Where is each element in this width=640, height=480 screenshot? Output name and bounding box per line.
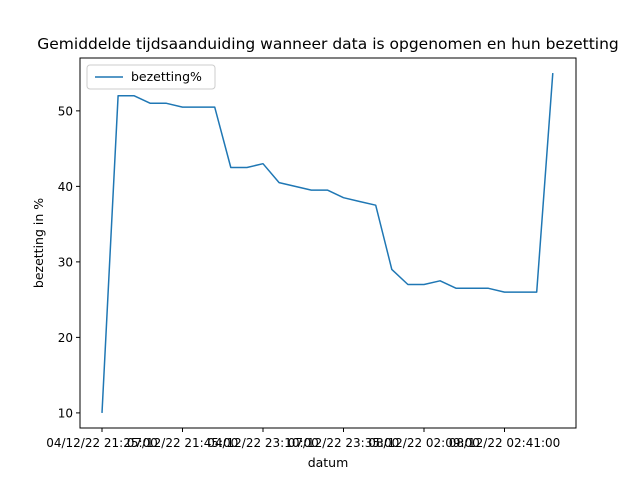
x-tick-label: 08/12/22 02:41:00 xyxy=(449,436,561,450)
x-tick-label: 04/12/22 21:25:00 xyxy=(46,436,158,450)
y-axis-label: bezetting in % xyxy=(31,198,46,288)
y-tick-label: 10 xyxy=(58,406,73,420)
series-layer xyxy=(101,73,554,413)
y-tick-label: 20 xyxy=(58,331,73,345)
y-tick-label: 40 xyxy=(58,180,73,194)
chart-title: Gemiddelde tijdsaanduiding wanneer data … xyxy=(37,35,619,53)
y-tick-label: 30 xyxy=(58,255,73,269)
legend-label: bezetting% xyxy=(131,69,202,84)
x-tick-label: 07/12/22 21:45:00 xyxy=(127,436,239,450)
y-axis: 10 20 30 40 50 xyxy=(58,104,80,420)
legend: bezetting% xyxy=(86,64,216,90)
plot-area xyxy=(79,57,577,429)
legend-box xyxy=(86,64,216,90)
x-tick-label: 07/12/22 23:35:00 xyxy=(288,436,400,450)
axes-frame xyxy=(79,57,577,429)
x-tick-label: 04/12/22 23:10:00 xyxy=(207,436,319,450)
x-axis-label: datum xyxy=(308,455,349,470)
x-tick-label: 08/12/22 02:09:00 xyxy=(368,436,480,450)
series-line-bezetting xyxy=(101,73,554,413)
y-tick-label: 50 xyxy=(58,104,73,118)
